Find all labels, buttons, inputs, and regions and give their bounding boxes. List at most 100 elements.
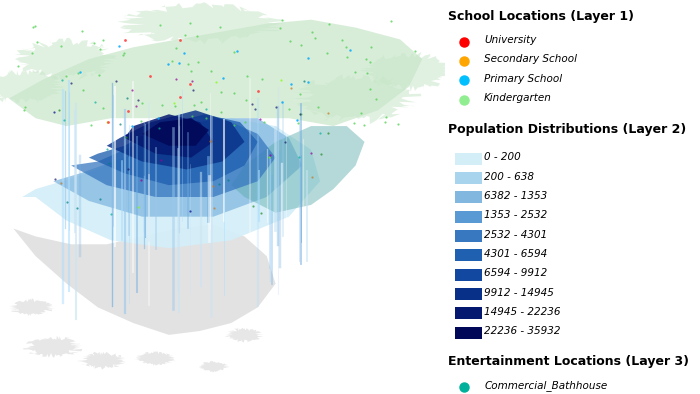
- Polygon shape: [225, 328, 263, 342]
- Point: [286, 80, 297, 87]
- Point: [136, 100, 148, 106]
- Point: [307, 28, 318, 35]
- Point: [295, 91, 306, 98]
- Point: [263, 154, 274, 161]
- Point: [183, 61, 194, 67]
- Point: [254, 116, 265, 122]
- Point: [169, 102, 181, 109]
- Point: [365, 59, 376, 65]
- Point: [365, 85, 376, 92]
- Point: [276, 17, 288, 23]
- Point: [120, 132, 131, 138]
- Point: [180, 32, 191, 38]
- Point: [370, 96, 382, 102]
- Point: [111, 78, 122, 84]
- Polygon shape: [15, 38, 118, 81]
- Polygon shape: [89, 114, 258, 185]
- Point: [59, 117, 70, 123]
- Point: [240, 97, 251, 104]
- Point: [132, 97, 143, 103]
- Point: [204, 138, 216, 145]
- Point: [61, 199, 72, 205]
- Bar: [455, 211, 482, 223]
- Point: [195, 98, 206, 105]
- Point: [120, 134, 132, 140]
- Text: Population Distributions (Layer 2): Population Distributions (Layer 2): [448, 123, 687, 136]
- Point: [89, 98, 100, 105]
- Point: [126, 123, 137, 129]
- Point: [192, 32, 203, 39]
- Point: [344, 46, 356, 53]
- Point: [216, 89, 227, 95]
- Polygon shape: [13, 225, 276, 335]
- Point: [122, 108, 134, 114]
- Text: Primary School: Primary School: [484, 74, 562, 84]
- Point: [293, 120, 304, 126]
- Point: [323, 129, 334, 136]
- Text: 4301 - 6594: 4301 - 6594: [484, 249, 547, 259]
- Polygon shape: [360, 52, 457, 91]
- Point: [337, 37, 348, 43]
- Text: 6594 - 9912: 6594 - 9912: [484, 268, 547, 278]
- Point: [156, 101, 167, 108]
- Point: [216, 109, 227, 115]
- Point: [97, 105, 108, 112]
- Point: [285, 85, 296, 91]
- Point: [85, 122, 97, 128]
- Point: [102, 146, 113, 152]
- Point: [247, 203, 258, 209]
- Point: [265, 152, 276, 158]
- Point: [32, 39, 43, 45]
- Point: [214, 181, 225, 187]
- Point: [19, 106, 30, 113]
- Point: [316, 151, 327, 157]
- Point: [228, 122, 239, 128]
- Point: [246, 101, 257, 108]
- Text: Commercial_Bathhouse: Commercial_Bathhouse: [484, 380, 608, 391]
- Point: [127, 87, 138, 93]
- Polygon shape: [9, 20, 422, 126]
- Point: [211, 78, 222, 85]
- Point: [306, 149, 317, 156]
- Point: [342, 54, 353, 60]
- Point: [256, 76, 267, 82]
- Point: [186, 68, 197, 74]
- Point: [28, 24, 39, 30]
- Point: [410, 48, 421, 54]
- Point: [228, 89, 239, 96]
- Point: [168, 99, 179, 106]
- Text: 14945 - 22236: 14945 - 22236: [484, 307, 561, 317]
- Point: [104, 160, 115, 166]
- Point: [72, 205, 83, 211]
- Point: [217, 75, 228, 81]
- Point: [348, 120, 359, 126]
- Point: [259, 119, 270, 125]
- Point: [256, 210, 267, 216]
- Point: [285, 38, 296, 45]
- Point: [114, 121, 125, 127]
- Point: [119, 36, 130, 43]
- Point: [187, 113, 198, 119]
- Point: [239, 119, 250, 126]
- Point: [295, 111, 307, 117]
- Point: [55, 43, 66, 49]
- Point: [271, 104, 282, 110]
- Point: [274, 24, 285, 31]
- Text: 200 - 638: 200 - 638: [484, 172, 534, 182]
- Point: [241, 73, 253, 79]
- Point: [207, 182, 218, 189]
- Point: [184, 81, 195, 87]
- Point: [381, 114, 392, 120]
- Bar: [455, 191, 482, 203]
- Point: [20, 104, 31, 110]
- Point: [379, 119, 391, 125]
- Polygon shape: [118, 2, 286, 44]
- Bar: [455, 307, 482, 319]
- Point: [102, 119, 113, 125]
- Point: [78, 87, 89, 93]
- Point: [88, 40, 99, 46]
- Point: [117, 52, 128, 59]
- Bar: [455, 288, 482, 300]
- Text: 2532 - 4301: 2532 - 4301: [484, 230, 547, 240]
- Bar: [455, 230, 482, 242]
